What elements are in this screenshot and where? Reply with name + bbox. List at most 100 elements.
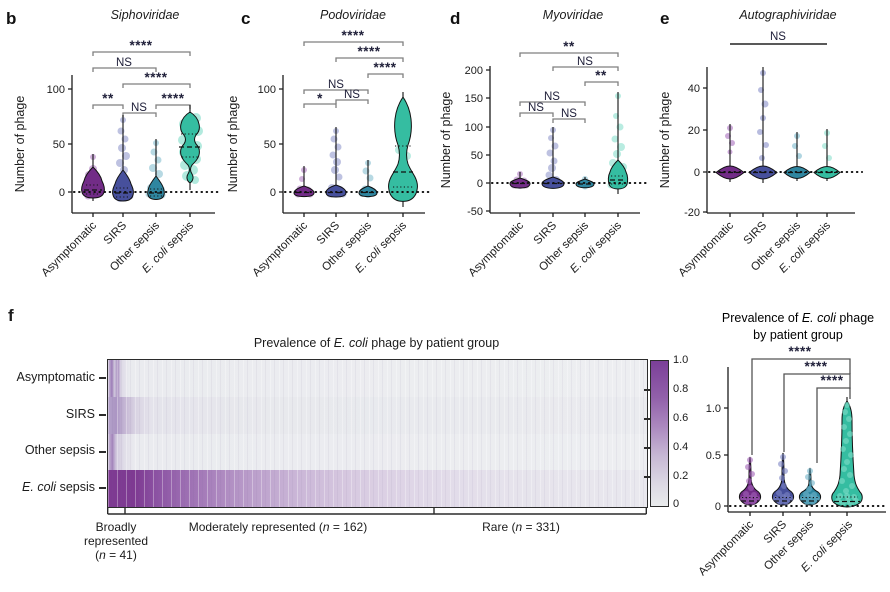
x-category-label: Asymptomatic [697, 518, 757, 578]
y-tick: 50 [264, 139, 276, 151]
x-category-label: Asymptomatic [677, 219, 737, 279]
violin-sirs [771, 452, 795, 506]
panel-b: b Siphoviridae **** NS **** ** NS **** 1… [0, 0, 225, 300]
group-label-broadly: Broadly represented (n = 41) [83, 520, 149, 562]
y-axis [724, 367, 886, 516]
y-tick: 1.0 [706, 403, 721, 415]
sig-label: NS [131, 102, 147, 114]
heatmap-row-label: Asymptomatic [16, 370, 96, 384]
y-tick: 0 [694, 167, 700, 179]
sig-label: NS [328, 79, 344, 91]
y-tick: 40 [688, 83, 700, 95]
y-axis [703, 67, 855, 217]
sig-label: * [317, 91, 323, 106]
panel-title-line1: Prevalence of E. coli phage [722, 311, 874, 325]
y-tick: 0 [59, 187, 65, 199]
panel-title-line2: by patient group [753, 328, 843, 342]
sig-label: **** [820, 373, 843, 388]
data-points [835, 402, 859, 507]
heatmap-row-asymptomatic [108, 360, 647, 397]
panel-e-plot: e Autographiviridae NS 40 20 0 -20 Numbe… [658, 8, 864, 279]
heatmap-row-ecoli-sepsis [108, 470, 647, 507]
violin-sirs [325, 127, 347, 198]
panel-f-violin-plot: Prevalence of E. coli phage by patient g… [697, 311, 889, 578]
significance-brackets: **** **** **** NS NS * [303, 28, 404, 108]
sig-label: NS [528, 102, 544, 114]
panel-title-podoviridae: Podoviridae [320, 8, 386, 22]
colorbar-gradient [650, 360, 669, 507]
data-points [800, 468, 820, 505]
y-tick: 200 [465, 65, 483, 77]
heatmap-row-tick [99, 451, 106, 453]
x-category-label: SIRS [742, 219, 770, 247]
violin-ecoli-sepsis [607, 92, 629, 194]
x-category-label: SIRS [532, 219, 560, 247]
panel-letter-d: d [450, 9, 460, 28]
heatmap-row-tick [99, 487, 106, 489]
y-tick: -50 [467, 206, 483, 218]
violin-other-sepsis [783, 132, 811, 181]
y-tick: 50 [53, 139, 65, 151]
panel-title-autographiviridae: Autographiviridae [738, 8, 836, 22]
panel-f-violin: Prevalence of E. coli phage by patient g… [690, 305, 890, 592]
heatmap-row-label: Other sepsis [24, 443, 95, 457]
violin-other-sepsis [798, 467, 822, 506]
colorbar-label: 1.0 [673, 354, 689, 366]
y-axis [486, 66, 640, 217]
panel-c: c Podoviridae **** **** **** NS NS * 100… [225, 0, 440, 300]
colorbar-tick [644, 447, 650, 449]
violin-other-sepsis [358, 160, 378, 198]
sig-label: NS [561, 108, 577, 120]
sig-label: **** [161, 91, 184, 106]
y-tick: 0 [715, 501, 721, 513]
violin-asymptomatic [715, 124, 745, 182]
sig-label: NS [544, 91, 560, 103]
violin-asymptomatic [81, 154, 105, 201]
significance-brackets: NS [730, 31, 827, 45]
panel-c-plot: c Podoviridae **** **** **** NS NS * 100… [226, 8, 434, 279]
panel-d: d Myoviridae ** NS ** NS NS NS 200 150 1… [439, 0, 655, 300]
significance-brackets: **** NS **** ** NS **** [92, 38, 191, 117]
y-tick: 50 [471, 150, 483, 162]
violin-sirs [541, 127, 565, 189]
x-category-label: Asymptomatic [251, 219, 311, 279]
panel-title-siphoviridae: Siphoviridae [111, 8, 180, 22]
colorbar-tick [644, 476, 650, 478]
violin-ecoli-sepsis [831, 397, 863, 508]
y-tick: 20 [688, 125, 700, 137]
sig-label: **** [341, 28, 364, 43]
sig-label: **** [373, 60, 396, 75]
y-tick: 100 [465, 122, 483, 134]
colorbar-label: 0.8 [673, 383, 689, 395]
significance-brackets: **** **** **** [751, 344, 851, 463]
sig-label: NS [116, 57, 132, 69]
panel-b-plot: b Siphoviridae **** NS **** ** NS **** 1… [6, 8, 223, 279]
group-label-moderately: Moderately represented (n = 162) [188, 520, 368, 534]
y-axis-label: Number of phage [658, 92, 672, 189]
violin-other-sepsis [145, 139, 166, 201]
y-tick: 100 [47, 84, 65, 96]
violin-ecoli-sepsis [388, 92, 418, 207]
panel-letter-c: c [241, 9, 250, 28]
sig-label: NS [770, 31, 786, 43]
colorbar-label: 0.6 [673, 412, 689, 424]
y-axis [68, 75, 215, 217]
sig-label: **** [129, 38, 152, 53]
heatmap-row-other-sepsis [108, 433, 647, 471]
panel-d-plot: d Myoviridae ** NS ** NS NS NS 200 150 1… [439, 8, 649, 279]
sig-label: NS [577, 56, 593, 68]
x-category-label: Asymptomatic [467, 219, 527, 279]
sig-label: ** [563, 39, 575, 54]
violin-sirs [748, 67, 778, 183]
y-axis-label: Number of phage [439, 92, 453, 189]
sig-label: **** [804, 359, 827, 374]
sig-label: **** [788, 344, 811, 359]
colorbar-tick [644, 389, 650, 391]
panel-title-myoviridae: Myoviridae [543, 8, 603, 22]
violin-sirs [112, 115, 134, 202]
x-category-label: Asymptomatic [40, 219, 100, 279]
y-tick: 0 [477, 178, 483, 190]
colorbar-label: 0.4 [673, 441, 689, 453]
heatmap-group-bracket [107, 507, 647, 515]
